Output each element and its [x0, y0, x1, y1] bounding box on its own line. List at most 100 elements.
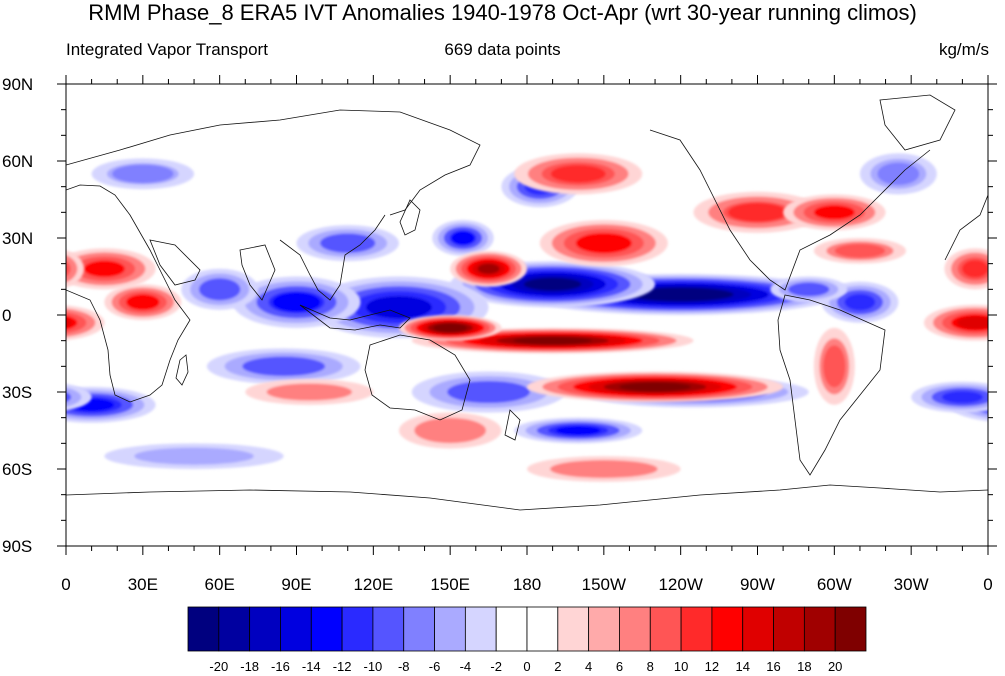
colorbar-box-10	[495, 606, 528, 652]
southeast-asia-coastline	[279, 214, 386, 301]
colorbar-box-1	[218, 606, 251, 652]
latitude-tick-labels: 90N 60N 30N 0 30S 60S 90S	[2, 75, 33, 556]
positive-anomaly-26	[783, 194, 886, 231]
colorbar-label-0: -20	[209, 659, 228, 674]
anomaly-field	[66, 153, 988, 482]
south-america-coastline	[777, 294, 886, 476]
greenland-coastline	[879, 94, 956, 151]
antarctica-coastline	[66, 484, 988, 511]
positive-anomaly-34	[245, 379, 374, 405]
lon-label-0: 0	[61, 575, 70, 594]
colorbar-label-6: -8	[398, 659, 410, 674]
new-zealand-coastline	[504, 409, 521, 441]
colorbar-box-3	[280, 606, 312, 652]
colorbar-tick-labels: -20 -18 -16 -14 -12 -10 -8 -6 -4 -2 0 2 4 6 8 10 12 14 16 1…	[209, 659, 842, 674]
colorbar-box-11	[526, 606, 559, 652]
negative-anomaly-14	[821, 281, 899, 323]
positive-anomaly-32	[813, 238, 907, 264]
colorbar-box-16	[680, 606, 713, 652]
madagascar-coastline	[175, 354, 189, 386]
negative-anomaly-5	[206, 348, 361, 385]
india-coastline	[239, 244, 276, 301]
lat-label-60S: 60S	[2, 460, 32, 479]
lat-label-90N: 90N	[2, 75, 33, 94]
lon-label-0: 0	[983, 575, 992, 594]
colorbar-box-17	[711, 606, 744, 652]
colorbar-box-5	[341, 606, 374, 652]
positive-anomaly-25	[693, 191, 822, 233]
negative-anomaly-17	[91, 158, 195, 190]
colorbar-label-12: 4	[585, 659, 592, 674]
colorbar-label-5: -10	[364, 659, 383, 674]
indonesia-coastline	[299, 304, 411, 331]
positive-anomaly-28	[104, 284, 182, 321]
colorbar-box-15	[649, 606, 682, 652]
europe-coastline	[944, 194, 988, 261]
positive-anomaly-31	[527, 456, 681, 482]
negative-anomaly-15	[770, 276, 848, 303]
asia-north-coastline	[66, 109, 481, 216]
longitude-tick-labels: 0 30E 60E 90E 120E 150E 180 150W 120W 90W 60W 30W 0	[61, 575, 992, 594]
negative-anomaly-18	[104, 443, 284, 469]
colorbar-box-14	[619, 606, 651, 652]
colorbar-box-13	[588, 606, 620, 652]
colorbar-box-2	[249, 606, 281, 652]
colorbar-box-21	[834, 606, 867, 652]
colorbar-label-2: -16	[271, 659, 290, 674]
colorbar-box-12	[557, 606, 590, 652]
lon-label-90E: 90E	[281, 575, 311, 594]
positive-anomaly-23	[539, 220, 668, 267]
lon-label-30W: 30W	[894, 575, 929, 594]
north-america-coastline	[649, 129, 931, 291]
positive-anomaly-24	[514, 153, 643, 195]
japan-coastline	[399, 199, 421, 236]
colorbar-label-17: 14	[735, 659, 749, 674]
colorbar-box-4	[310, 606, 343, 652]
lat-label-30N: 30N	[2, 229, 33, 248]
axis-ticks	[57, 75, 997, 555]
colorbar	[187, 606, 867, 652]
data-point-count: 669 data points	[444, 40, 561, 59]
colorbar-box-19	[773, 606, 805, 652]
colorbar-box-0	[187, 606, 220, 652]
lon-label-60E: 60E	[205, 575, 235, 594]
negative-anomaly-6	[432, 220, 494, 256]
lat-label-0: 0	[2, 306, 11, 325]
positive-anomaly-21	[398, 315, 502, 341]
lon-label-120W: 120W	[658, 575, 702, 594]
colorbar-label-8: -4	[460, 659, 472, 674]
colorbar-label-3: -14	[302, 659, 321, 674]
variable-name: Integrated Vapor Transport	[66, 40, 268, 59]
colorbar-box-9	[464, 606, 497, 652]
colorbar-label-9: -2	[490, 659, 502, 674]
colorbar-label-11: 2	[554, 659, 561, 674]
positive-anomaly-20	[527, 371, 784, 403]
colorbar-label-16: 12	[705, 659, 719, 674]
lon-label-30E: 30E	[128, 575, 158, 594]
colorbar-label-20: 20	[828, 659, 842, 674]
colorbar-box-8	[434, 606, 466, 652]
colorbar-label-4: -12	[333, 659, 352, 674]
positive-anomaly-29	[66, 304, 988, 341]
negative-anomaly-10	[514, 417, 643, 444]
negative-anomaly-16	[859, 153, 937, 195]
negative-anomaly-3	[232, 276, 361, 328]
positive-anomaly-30	[66, 248, 988, 290]
coastlines	[66, 94, 988, 511]
units-label: kg/m/s	[938, 40, 989, 59]
negative-anomaly-13	[66, 381, 988, 413]
colorbar-label-13: 6	[616, 659, 623, 674]
australia-coastline	[364, 334, 471, 421]
colorbar-box-20	[803, 606, 836, 652]
lat-label-30S: 30S	[2, 383, 32, 402]
colorbar-box-7	[403, 606, 435, 652]
colorbar-label-14: 8	[647, 659, 654, 674]
lat-label-90S: 90S	[2, 537, 32, 556]
figure-title: RMM Phase_8 ERA5 IVT Anomalies 1940-1978…	[88, 0, 917, 25]
positive-anomaly-33	[813, 327, 855, 405]
arabia-coastline	[149, 239, 201, 286]
negative-anomaly-11	[411, 371, 566, 413]
colorbar-label-1: -18	[240, 659, 259, 674]
positive-anomaly-22	[450, 250, 527, 287]
